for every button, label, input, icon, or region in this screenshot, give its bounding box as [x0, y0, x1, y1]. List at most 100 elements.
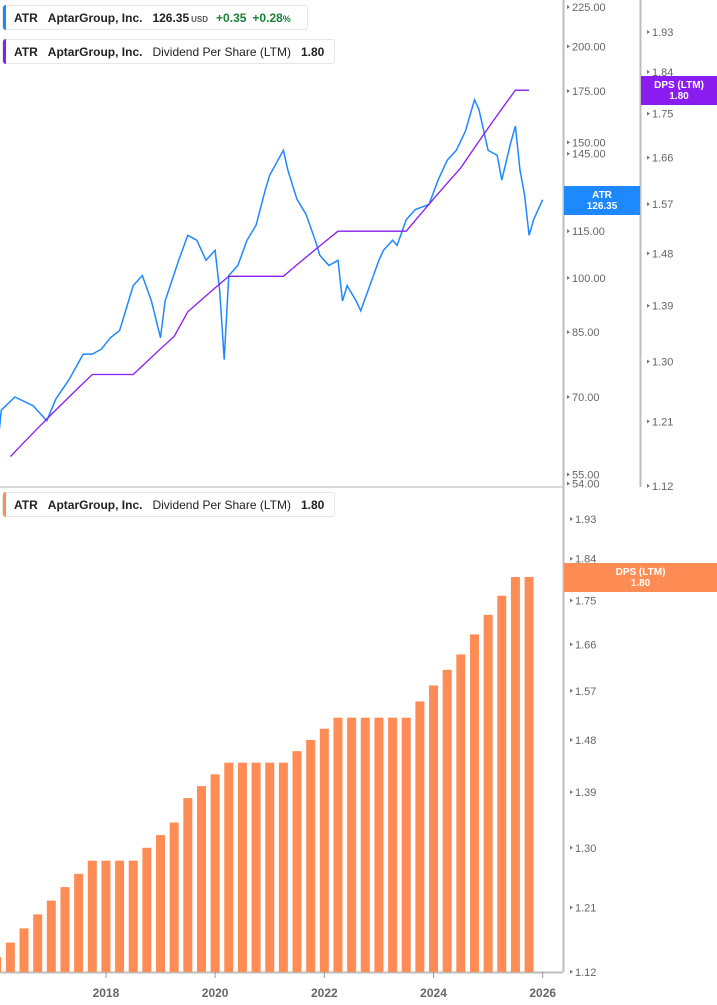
- dps-bar[interactable]: [497, 595, 507, 972]
- dps-bottom-tick-label: 1.30: [575, 843, 596, 855]
- dps-bar[interactable]: [333, 717, 343, 972]
- dps-bar[interactable]: [74, 873, 84, 972]
- dps-bar[interactable]: [60, 887, 70, 972]
- price-tick-label: 175.00: [572, 86, 606, 98]
- series-lines: [0, 89, 544, 458]
- dps-bar[interactable]: [46, 900, 56, 972]
- dps-bars: [0, 577, 534, 972]
- dps-legend-top[interactable]: ATR AptarGroup, Inc. Dividend Per Share …: [2, 39, 336, 64]
- dps-bar[interactable]: [360, 717, 370, 972]
- dps-bar[interactable]: [415, 701, 425, 972]
- dps-bar[interactable]: [237, 762, 247, 972]
- dps-top-tick-label: 1.57: [652, 199, 673, 211]
- tag-value: 1.80: [669, 90, 689, 102]
- dps-bar[interactable]: [442, 669, 452, 972]
- legend-price: 126.35: [152, 10, 190, 25]
- dps-bottom-tick-label: 1.48: [575, 735, 596, 747]
- tick-mark: [647, 419, 650, 424]
- tick-mark: [570, 969, 573, 974]
- dps-bar[interactable]: [251, 762, 261, 972]
- dps-bar[interactable]: [210, 774, 220, 972]
- dps-bar[interactable]: [306, 739, 316, 972]
- tick-mark: [567, 229, 570, 234]
- dps-bottom-tick-label: 1.57: [575, 686, 596, 698]
- dps-bottom-tick-label: 1.75: [575, 595, 596, 607]
- dps-bar[interactable]: [169, 822, 179, 972]
- tag-value: 1.80: [630, 577, 651, 589]
- tick-mark: [647, 30, 650, 34]
- dps-bar[interactable]: [319, 728, 329, 972]
- dps-top-tick-label: 1.21: [652, 416, 673, 428]
- price-line[interactable]: [0, 97, 544, 455]
- dps-bar[interactable]: [265, 762, 275, 972]
- dps-series-color: [3, 39, 6, 64]
- tick-mark: [567, 481, 570, 486]
- tag-label: DPS (LTM): [615, 566, 666, 578]
- tick-mark: [570, 790, 573, 795]
- dps-bar[interactable]: [87, 860, 97, 972]
- tick-mark: [570, 737, 573, 742]
- dps-bottom-tick-label: 1.66: [575, 639, 596, 651]
- dps-bar[interactable]: [33, 914, 43, 972]
- price-tick-label: 200.00: [572, 41, 606, 53]
- dps-bar[interactable]: [456, 654, 466, 972]
- price-tick-label: 55.00: [572, 470, 600, 482]
- legend-ticker: ATR: [14, 497, 38, 512]
- dps-bar[interactable]: [183, 798, 193, 972]
- tick-mark: [567, 472, 570, 477]
- price-tick-label: 145.00: [572, 149, 606, 161]
- dps-bar[interactable]: [101, 860, 111, 972]
- dps-line[interactable]: [9, 89, 530, 458]
- dps-top-tick-label: 1.66: [652, 153, 673, 165]
- price-tick-label: 100.00: [572, 273, 606, 285]
- x-tick-label: 2018: [93, 986, 120, 1000]
- legend-value: 1.80: [300, 497, 325, 512]
- dps-top-tick-label: 1.30: [652, 357, 673, 369]
- dps-bar[interactable]: [469, 634, 479, 972]
- dps-bar[interactable]: [483, 614, 493, 972]
- legend-change: +0.35: [216, 10, 247, 25]
- legend-company: AptarGroup, Inc.: [47, 44, 143, 59]
- dps-bar[interactable]: [128, 860, 138, 972]
- dps-bar[interactable]: [115, 860, 125, 972]
- tick-mark: [567, 44, 570, 49]
- dps-bar[interactable]: [374, 717, 384, 972]
- dps-bar[interactable]: [196, 786, 206, 972]
- dps-bar[interactable]: [5, 942, 15, 972]
- dps-bar[interactable]: [347, 717, 357, 972]
- tag-value: 126.35: [586, 200, 618, 212]
- price-legend[interactable]: ATR AptarGroup, Inc. 126.35 USD +0.35 +0…: [2, 5, 308, 30]
- price-tick-label: 85.00: [572, 327, 600, 339]
- dps-bar[interactable]: [524, 577, 534, 972]
- dps-bar[interactable]: [142, 847, 152, 972]
- dps-bar[interactable]: [224, 762, 234, 972]
- tick-mark: [567, 5, 570, 9]
- price-tick-label: 115.00: [572, 226, 605, 238]
- dps-top-tick-label: 1.93: [652, 27, 673, 39]
- dps-bar[interactable]: [292, 751, 302, 972]
- dps-bar[interactable]: [19, 928, 29, 972]
- dps-bottom-tick-label: 1.84: [575, 554, 596, 566]
- tick-mark: [570, 556, 573, 561]
- tick-mark: [570, 688, 573, 693]
- axes: [0, 0, 642, 974]
- dps-bar[interactable]: [401, 717, 411, 972]
- dps-bar[interactable]: [388, 717, 398, 972]
- tick-mark: [570, 905, 573, 910]
- tick-mark: [647, 303, 650, 308]
- dps-top-tick-label: 1.84: [652, 67, 673, 79]
- dps-top-last-value-tag: DPS (LTM) 1.80: [641, 76, 717, 105]
- tick-mark: [567, 330, 570, 335]
- dps-bar[interactable]: [429, 685, 439, 972]
- dps-bar[interactable]: [278, 762, 288, 972]
- tick-mark: [567, 394, 570, 399]
- dps-bottom-last-value-tag: DPS (LTM) 1.80: [564, 563, 717, 592]
- tick-mark: [567, 88, 570, 93]
- dps-bar[interactable]: [156, 835, 166, 972]
- tick-mark: [567, 275, 570, 280]
- dps-bar[interactable]: [0, 957, 2, 972]
- legend-value: 1.80: [300, 44, 325, 59]
- dps-bar[interactable]: [510, 577, 520, 972]
- tick-mark: [647, 69, 650, 74]
- dps-legend-bottom[interactable]: ATR AptarGroup, Inc. Dividend Per Share …: [2, 492, 336, 517]
